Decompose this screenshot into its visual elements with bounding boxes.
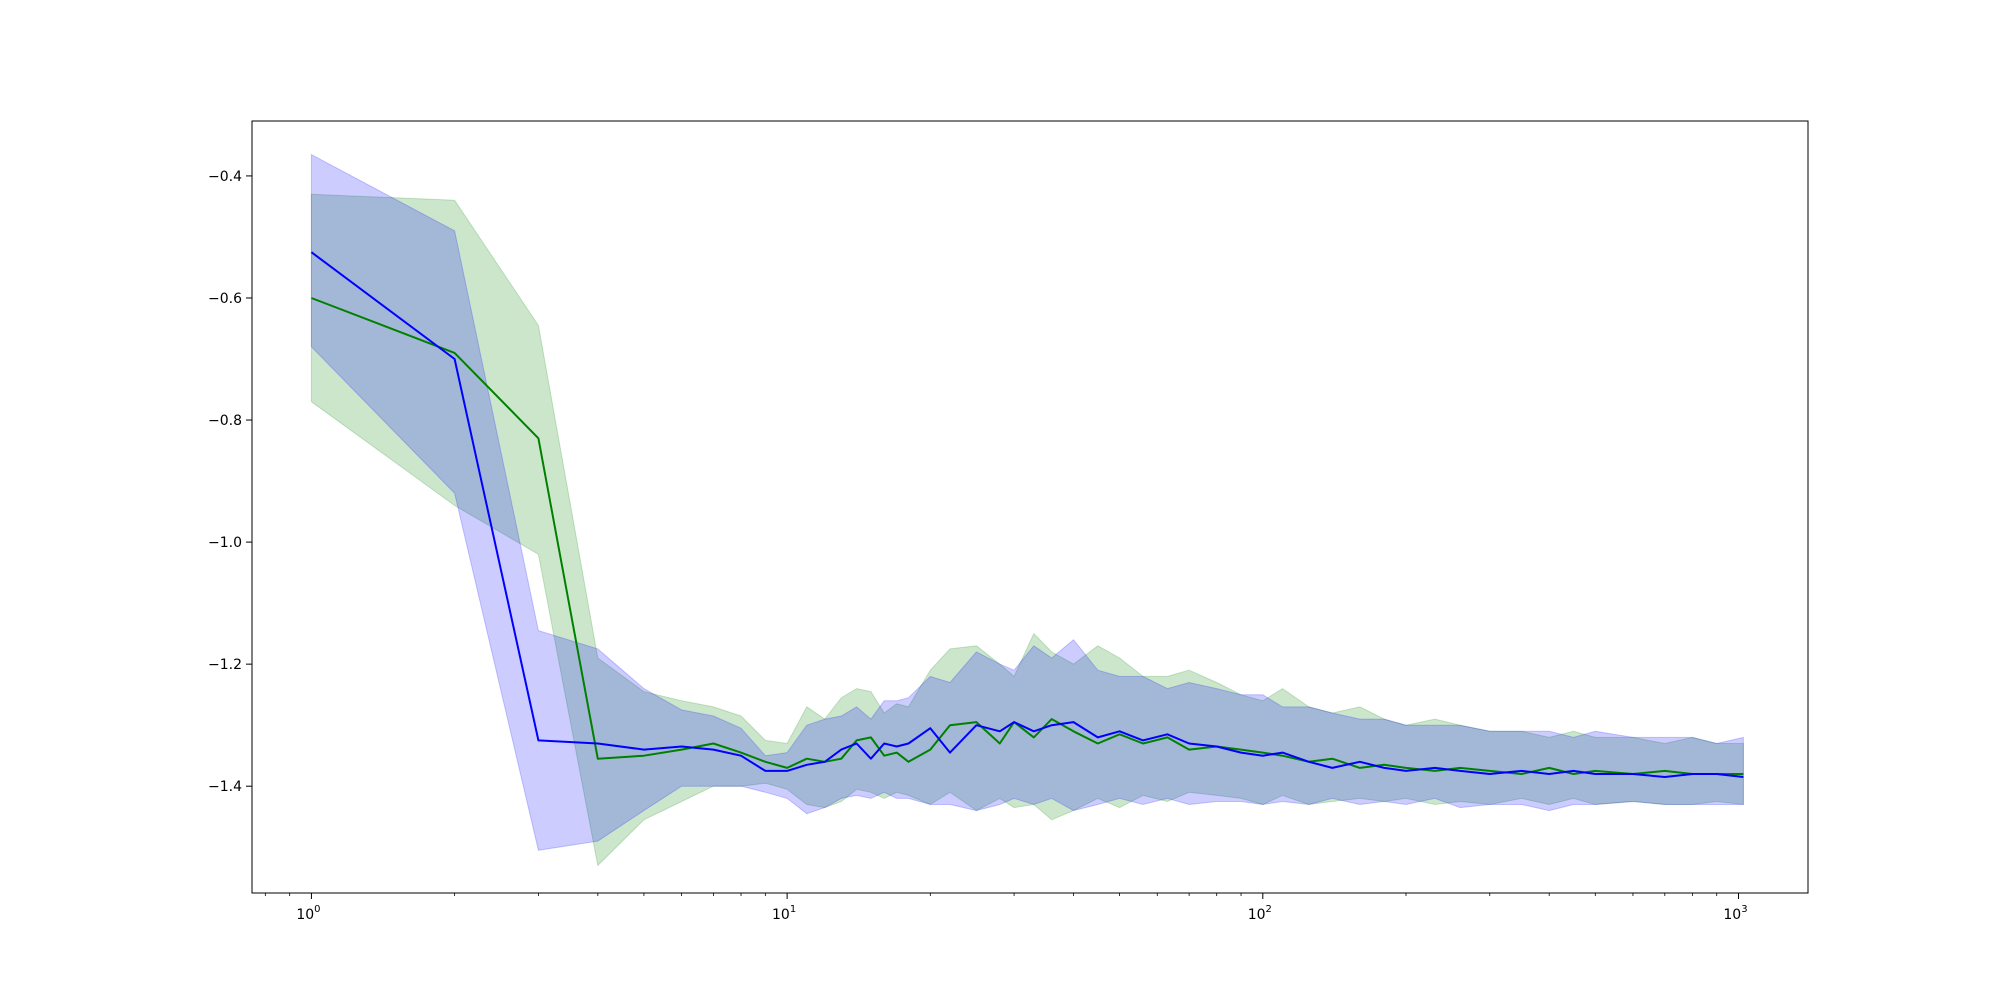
series-2-line [310,251,1744,778]
y-tick-label: −1.0 [208,535,242,551]
y-tick-label: −0.6 [208,291,242,307]
plot-frame [251,120,1809,894]
y-tick-label: −0.8 [208,413,242,429]
x-tick-exponent: 1 [790,904,796,915]
series-2-band [310,153,1744,851]
x-tick-exponent: 3 [1741,904,1747,915]
x-tick-exponent: 2 [1266,904,1272,915]
x-tick-exponent: 0 [314,904,320,915]
y-axis-ticks: −0.4 −0.6 −0.8 −1.0 −1.2 −1.4 [208,169,252,795]
series-lines [310,251,1744,778]
y-tick-label: −0.4 [208,169,242,185]
y-tick-label: −1.2 [208,657,242,673]
y-tick-label: −1.4 [208,779,242,795]
